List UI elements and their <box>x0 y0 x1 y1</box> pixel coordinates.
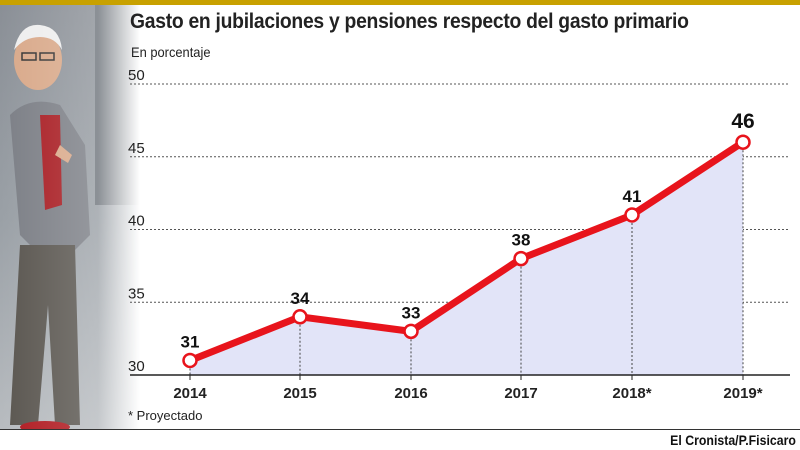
y-tick-label: 40 <box>128 213 145 230</box>
x-tick-label: 2015 <box>283 385 316 402</box>
data-points <box>182 134 751 369</box>
data-label-2017: 38 <box>512 231 531 250</box>
data-label-2016: 33 <box>402 303 421 322</box>
top-accent-bar <box>0 0 800 5</box>
series-line <box>186 138 747 364</box>
y-tick-label: 50 <box>128 67 145 84</box>
bottom-divider <box>0 429 800 430</box>
area-fill <box>190 142 743 375</box>
data-label-2019*: 46 <box>731 110 754 133</box>
source-credit: El Cronista/P.Fisicaro <box>670 432 796 448</box>
data-label-2014: 31 <box>181 332 200 351</box>
data-point-2017 <box>513 250 529 267</box>
data-point-2014 <box>182 352 198 369</box>
y-axis: 30 35 40 45 50 <box>128 67 145 375</box>
x-tick-label: 2016 <box>394 385 427 402</box>
x-tick-label: 2019* <box>723 385 762 402</box>
footnote-projected: * Proyectado <box>128 408 203 423</box>
data-label-2015: 34 <box>291 289 310 308</box>
data-point-2016 <box>403 323 419 340</box>
elderly-man-photo <box>0 5 140 430</box>
drop-lines <box>189 142 744 375</box>
chart-subtitle: En porcentaje <box>131 44 211 60</box>
y-tick-label: 35 <box>128 285 145 302</box>
x-tick-label: 2017 <box>504 385 537 402</box>
data-point-2015 <box>292 309 308 325</box>
chart-title: Gasto en jubilaciones y pensiones respec… <box>130 10 689 33</box>
y-tick-label: 30 <box>128 358 145 375</box>
data-point-2019* <box>735 134 751 150</box>
data-point-2018* <box>624 207 640 223</box>
x-tick-label: 2018* <box>612 385 651 402</box>
grid-lines <box>130 83 790 303</box>
data-label-2018*: 41 <box>623 187 642 206</box>
data-labels: 31 34 33 38 41 46 <box>181 110 755 351</box>
x-axis-labels: 2014 2015 2016 2017 2018* 2019* <box>173 375 763 402</box>
x-tick-label: 2014 <box>173 385 207 402</box>
y-tick-label: 45 <box>128 140 145 157</box>
line-chart: 30 35 40 45 50 2014 2015 2016 2017 2018* 2019* 31… <box>128 67 790 402</box>
